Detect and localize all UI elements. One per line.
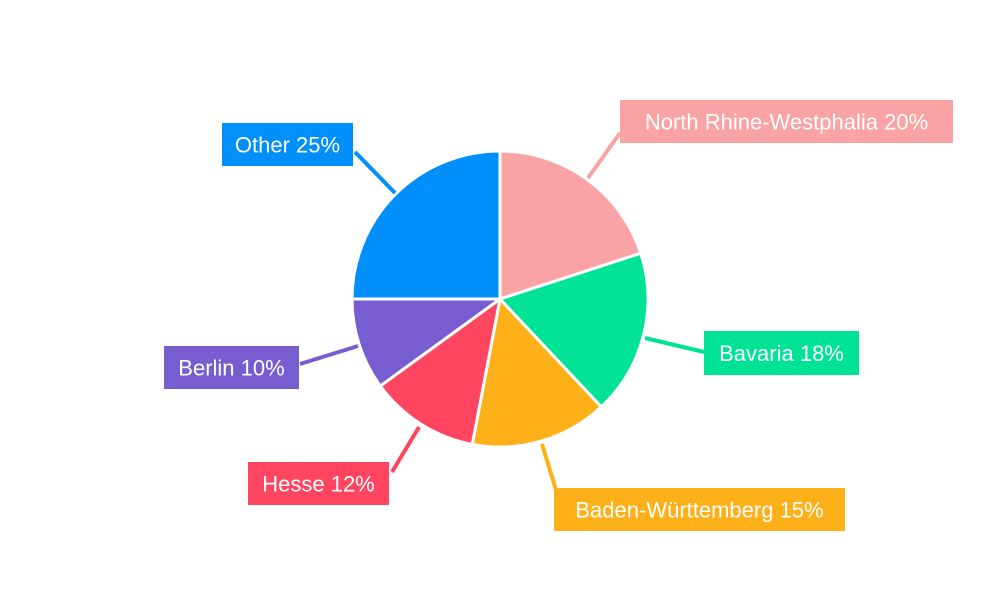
slice-hesse[interactable]: [378, 295, 503, 447]
data-label-bavaria: Bavaria 18%: [719, 341, 844, 366]
data-label-hesse: Hesse 12%: [262, 472, 375, 497]
data-label-other: Other 25%: [235, 133, 340, 158]
label-box-berlin: [164, 346, 299, 389]
leader-line-north-rhine-westphalia: [586, 131, 622, 180]
leader-line-berlin: [299, 344, 359, 366]
label-box-other: [222, 123, 353, 166]
data-label-north-rhine-westphalia: North Rhine-Westphalia 20%: [645, 110, 928, 135]
slice-north-rhine-westphalia[interactable]: [498, 149, 643, 302]
slice-labels: North Rhine-Westphalia 20% Bavaria 18% Bad…: [164, 100, 953, 531]
leader-line-bavaria: [644, 336, 705, 354]
slice-berlin[interactable]: [350, 297, 505, 389]
leader-line-other: [353, 150, 397, 195]
leader-line-baden-w-rttemberg: [540, 443, 558, 491]
slice-bavaria[interactable]: [497, 251, 650, 410]
data-label-baden-w-rttemberg: Baden-Württemberg 15%: [575, 498, 823, 523]
slice-baden-w-rttemberg[interactable]: [470, 295, 604, 449]
pie-slices: [350, 149, 650, 449]
label-box-bavaria: [704, 331, 859, 375]
slice-other[interactable]: [350, 149, 502, 301]
label-box-baden-w-rttemberg: [554, 488, 845, 531]
label-box-hesse: [248, 462, 389, 505]
label-box-north-rhine-westphalia: [620, 100, 953, 143]
leader-line-hesse: [390, 425, 421, 474]
data-label-berlin: Berlin 10%: [178, 356, 284, 381]
